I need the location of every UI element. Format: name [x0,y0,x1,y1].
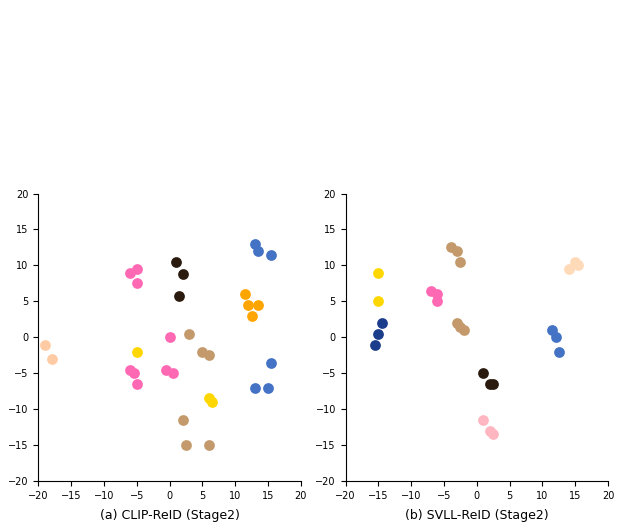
Point [132,347,142,356]
Point [181,441,191,449]
Point [452,247,462,255]
Point [547,326,557,334]
Point [168,369,178,378]
Point [246,312,257,320]
Point [455,258,465,266]
Point [47,355,56,363]
X-axis label: (b) SVLL-ReID (Stage2): (b) SVLL-ReID (Stage2) [405,509,548,522]
Point [266,251,276,259]
Point [570,258,580,266]
Point [433,297,443,305]
Point [455,322,465,331]
Point [132,380,142,388]
Point [426,287,436,295]
Point [370,340,380,349]
Point [485,427,495,435]
Point [125,366,136,374]
Point [458,326,468,334]
Point [253,247,263,255]
Point [488,430,499,439]
Point [564,265,574,273]
Point [373,329,383,338]
Point [132,279,142,288]
Point [204,394,214,403]
Point [197,347,207,356]
Point [204,351,214,359]
Point [550,333,561,342]
Point [253,301,263,309]
Point [373,268,383,277]
Point [184,329,195,338]
Point [485,380,495,388]
Point [452,319,462,327]
Point [433,290,443,298]
Point [207,398,218,406]
Point [266,358,276,367]
Point [373,297,383,305]
Point [174,291,184,300]
Point [132,265,142,273]
Point [263,383,273,392]
Point [240,290,250,298]
Point [164,333,175,342]
Point [204,441,214,449]
Point [178,416,188,424]
Point [40,340,50,349]
Point [376,319,387,327]
Point [171,258,181,266]
Point [250,240,260,248]
Point [573,262,584,270]
Point [445,243,456,252]
Point [488,380,499,388]
Point [161,366,172,374]
Point [250,383,260,392]
Point [554,347,564,356]
Point [478,416,488,424]
Point [178,270,188,278]
Point [478,369,488,378]
Point [129,369,139,378]
X-axis label: (a) CLIP-ReID (Stage2): (a) CLIP-ReID (Stage2) [100,509,239,522]
Point [125,268,136,277]
Point [243,301,253,309]
